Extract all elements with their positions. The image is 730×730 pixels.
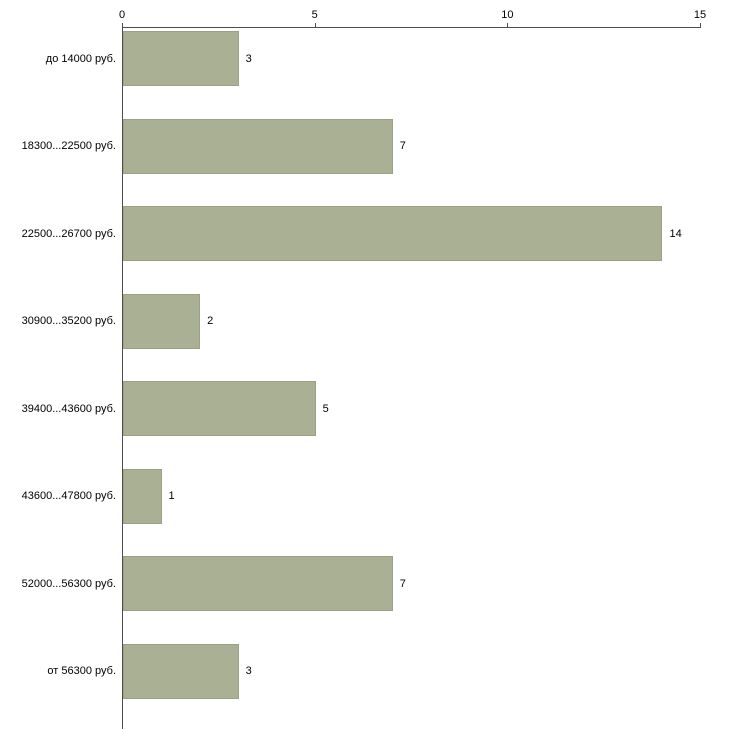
y-axis-line xyxy=(122,27,123,729)
x-axis-tick-label: 0 xyxy=(118,9,126,21)
value-label: 3 xyxy=(245,665,252,677)
value-label: 5 xyxy=(322,402,329,415)
category-label: 52000...56300 руб. xyxy=(21,577,116,590)
x-axis-tick xyxy=(314,23,316,27)
x-axis-line xyxy=(122,27,701,28)
x-axis-tick-label: 10 xyxy=(501,9,514,21)
value-label: 7 xyxy=(399,577,406,590)
x-axis-tick xyxy=(122,23,123,27)
value-label: 14 xyxy=(669,227,682,240)
bar xyxy=(123,31,239,86)
bar xyxy=(123,293,201,349)
bar xyxy=(123,556,393,611)
category-label: 39400...43600 руб. xyxy=(21,402,116,415)
value-label: 2 xyxy=(207,315,214,327)
bar xyxy=(123,118,393,174)
bar xyxy=(123,206,663,261)
category-label: 22500...26700 руб. xyxy=(21,227,116,240)
category-label: до 14000 руб. xyxy=(45,52,116,65)
bar xyxy=(123,643,239,699)
x-axis-tick xyxy=(700,23,701,27)
category-label: от 56300 руб. xyxy=(47,665,116,677)
bar xyxy=(123,468,162,524)
value-label: 3 xyxy=(245,52,252,65)
x-axis-tick-label: 15 xyxy=(693,9,707,21)
x-axis-tick-label: 5 xyxy=(311,9,318,21)
value-label: 1 xyxy=(168,490,175,502)
category-label: 30900...35200 руб. xyxy=(21,315,116,327)
category-label: 18300...22500 руб. xyxy=(21,140,116,152)
category-label: 43600...47800 руб. xyxy=(21,490,116,502)
x-axis-tick xyxy=(507,23,509,27)
value-label: 7 xyxy=(399,140,406,152)
bar xyxy=(123,381,316,436)
